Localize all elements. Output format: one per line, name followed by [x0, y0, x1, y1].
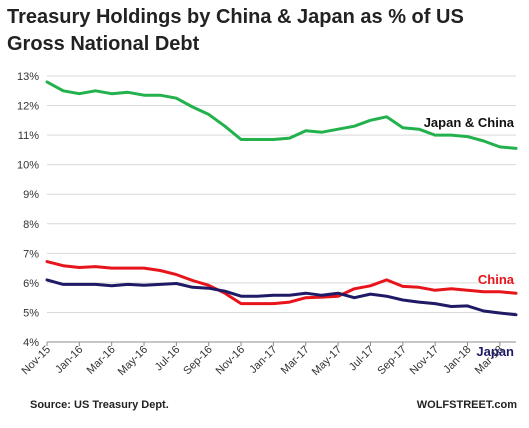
source-note: Source: US Treasury Dept. [30, 399, 169, 411]
series-label: Japan [476, 344, 514, 359]
x-tick-label: Nov-17 [408, 344, 442, 378]
y-tick-label: 7% [23, 248, 39, 260]
y-tick-label: 4% [23, 337, 39, 349]
y-tick-label: 5% [23, 307, 39, 319]
x-tick-label: Mar-17 [279, 344, 312, 377]
series-label: Japan & China [424, 115, 515, 130]
y-tick-label: 12% [17, 101, 39, 113]
series-label: China [478, 272, 515, 287]
y-tick-label: 8% [23, 219, 39, 231]
x-tick-label: Nov-16 [214, 344, 248, 378]
y-tick-label: 11% [18, 130, 39, 142]
x-tick-label: Sep-17 [375, 344, 409, 378]
x-tick-label: Mar-16 [85, 344, 118, 377]
brand-label: WOLFSTREET.com [416, 399, 517, 411]
x-tick-label: Sep-16 [181, 344, 215, 378]
x-tick-label: May-16 [116, 344, 150, 378]
x-tick-label: Jan-17 [247, 344, 279, 376]
x-tick-label: Jul-17 [347, 344, 377, 374]
chart-title: Treasury Holdings by China & Japan as % … [7, 6, 464, 55]
x-tick-label: May-17 [310, 344, 344, 378]
series-line [45, 278, 518, 317]
x-tick-label: Jul-16 [153, 344, 183, 374]
series-line [45, 80, 518, 150]
y-tick-label: 6% [23, 278, 39, 290]
x-tick-label: Jan-16 [53, 344, 85, 376]
y-tick-label: 9% [23, 189, 39, 201]
y-tick-label: 10% [17, 160, 39, 172]
series-line [45, 260, 518, 306]
y-tick-label: 13% [17, 71, 39, 83]
x-tick-label: Jan-18 [441, 344, 473, 376]
